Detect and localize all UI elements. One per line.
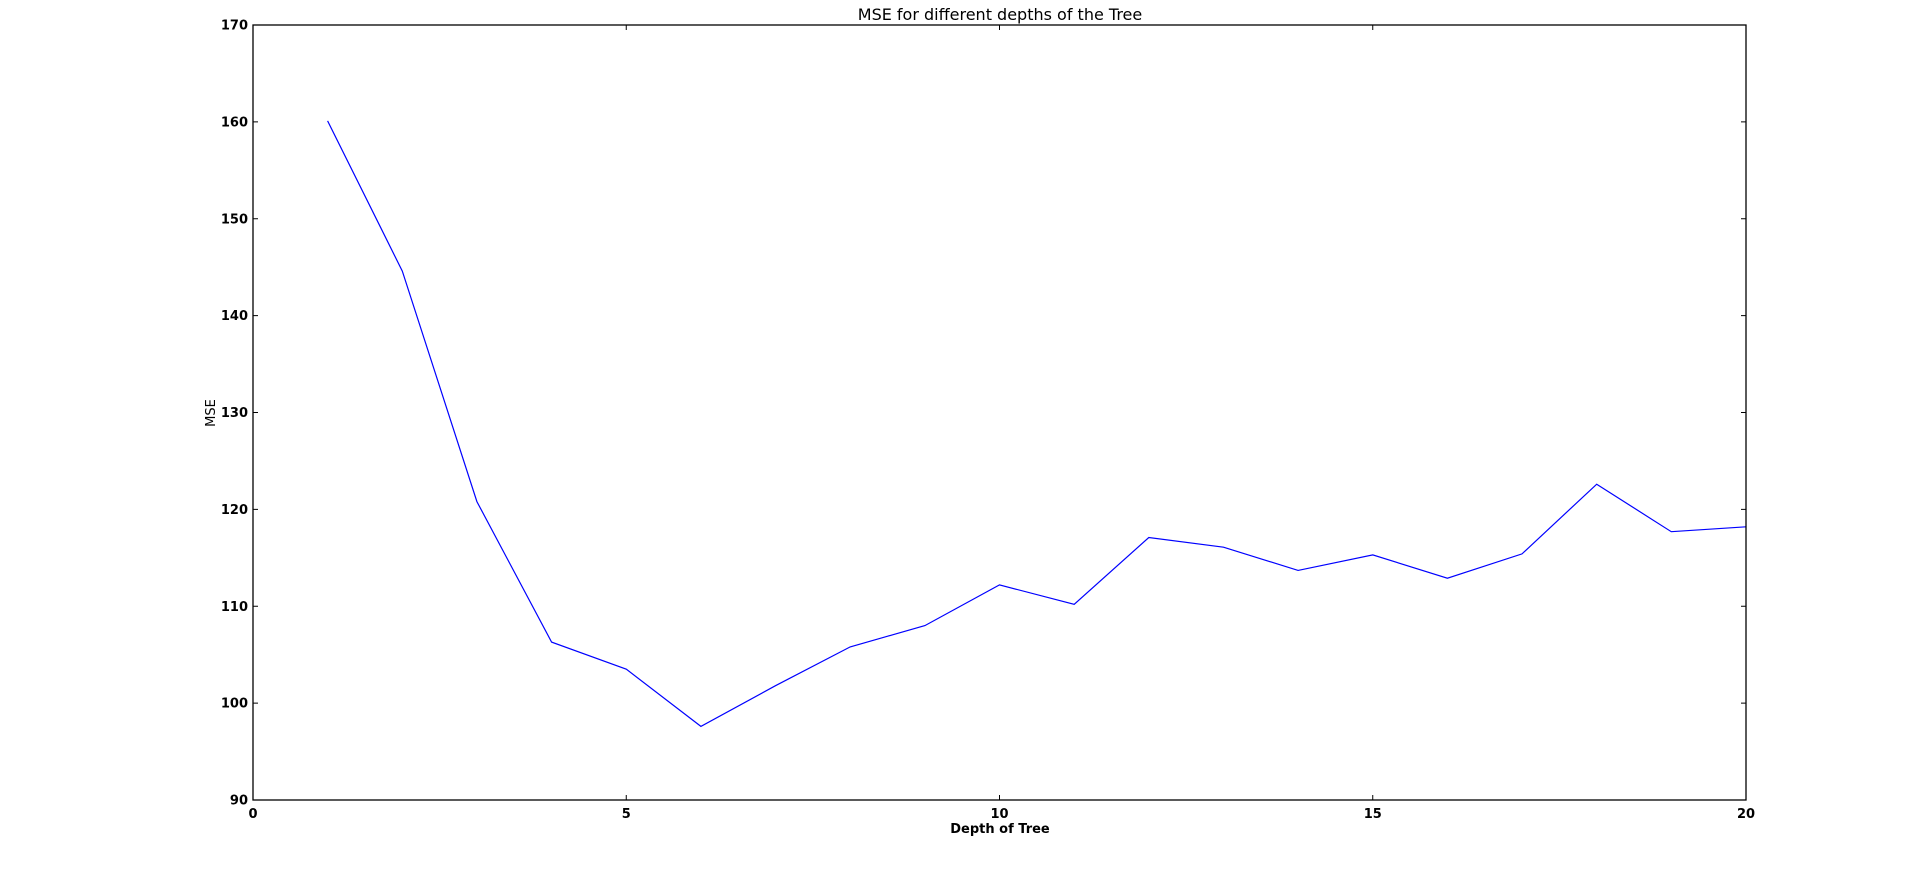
x-tick-label: 10 [990, 807, 1008, 822]
x-axis-label: Depth of Tree [950, 822, 1050, 837]
x-tick-label: 5 [622, 807, 631, 822]
y-axis-label: MSE [204, 399, 219, 427]
y-tick-label: 100 [221, 697, 248, 712]
series-line [327, 120, 1747, 728]
y-tick-label: 150 [221, 212, 248, 227]
plot-frame [252, 24, 1747, 801]
y-tick-label: 90 [230, 794, 248, 809]
y-tick-label: 160 [221, 115, 248, 130]
y-tick-label: 140 [221, 309, 248, 324]
chart-title: MSE for different depths of the Tree [858, 5, 1142, 24]
x-tick-label: 0 [248, 807, 257, 822]
x-axis-ticks: 0 5 10 15 20 [248, 25, 1755, 822]
y-tick-label: 110 [221, 600, 248, 615]
y-tick-label: 130 [221, 406, 248, 421]
x-tick-label: 15 [1364, 807, 1382, 822]
y-axis-ticks: 90 100 110 120 130 140 150 160 170 [221, 19, 1746, 809]
x-tick-label: 20 [1737, 807, 1755, 822]
y-tick-label: 170 [221, 19, 248, 34]
series-layer [327, 120, 1747, 728]
y-tick-label: 120 [221, 503, 248, 518]
